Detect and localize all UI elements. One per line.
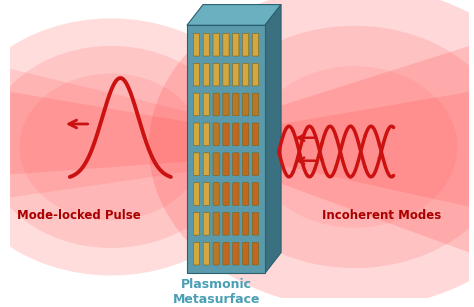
FancyBboxPatch shape [252,183,259,205]
FancyBboxPatch shape [252,33,259,56]
Polygon shape [265,5,281,273]
FancyBboxPatch shape [213,93,219,116]
FancyBboxPatch shape [203,93,210,116]
FancyBboxPatch shape [203,243,210,265]
Polygon shape [10,69,201,197]
FancyBboxPatch shape [252,93,259,116]
Ellipse shape [252,66,457,228]
FancyBboxPatch shape [252,123,259,146]
FancyBboxPatch shape [243,243,249,265]
FancyBboxPatch shape [243,153,249,175]
Ellipse shape [0,18,272,275]
FancyBboxPatch shape [203,183,210,205]
FancyBboxPatch shape [223,183,229,205]
FancyBboxPatch shape [213,183,219,205]
FancyBboxPatch shape [193,93,200,116]
FancyBboxPatch shape [193,212,200,235]
FancyBboxPatch shape [203,212,210,235]
FancyBboxPatch shape [243,33,249,56]
FancyBboxPatch shape [233,123,239,146]
FancyBboxPatch shape [243,63,249,86]
FancyBboxPatch shape [233,153,239,175]
FancyBboxPatch shape [223,212,229,235]
FancyBboxPatch shape [193,33,200,56]
FancyBboxPatch shape [193,183,200,205]
FancyBboxPatch shape [243,123,249,146]
FancyBboxPatch shape [243,212,249,235]
Ellipse shape [19,73,203,220]
FancyBboxPatch shape [213,153,219,175]
Polygon shape [281,92,469,207]
FancyBboxPatch shape [233,33,239,56]
FancyBboxPatch shape [193,153,200,175]
FancyBboxPatch shape [203,153,210,175]
Polygon shape [10,92,201,174]
FancyBboxPatch shape [213,243,219,265]
Text: Plasmonic
Metasurface: Plasmonic Metasurface [173,278,261,305]
FancyBboxPatch shape [223,93,229,116]
Polygon shape [187,25,265,273]
FancyBboxPatch shape [193,63,200,86]
FancyBboxPatch shape [203,63,210,86]
FancyBboxPatch shape [203,123,210,146]
FancyBboxPatch shape [193,123,200,146]
FancyBboxPatch shape [223,153,229,175]
FancyBboxPatch shape [213,212,219,235]
FancyBboxPatch shape [213,33,219,56]
FancyBboxPatch shape [243,183,249,205]
FancyBboxPatch shape [223,243,229,265]
FancyBboxPatch shape [243,93,249,116]
Ellipse shape [200,26,474,268]
Ellipse shape [149,0,474,307]
Polygon shape [281,46,469,253]
FancyBboxPatch shape [223,63,229,86]
FancyBboxPatch shape [223,123,229,146]
FancyBboxPatch shape [223,33,229,56]
FancyBboxPatch shape [213,123,219,146]
FancyBboxPatch shape [233,212,239,235]
Ellipse shape [0,46,237,248]
FancyBboxPatch shape [252,153,259,175]
Polygon shape [187,5,281,25]
FancyBboxPatch shape [193,243,200,265]
FancyBboxPatch shape [252,243,259,265]
Text: Incoherent Modes: Incoherent Modes [322,209,442,222]
FancyBboxPatch shape [203,33,210,56]
FancyBboxPatch shape [213,63,219,86]
FancyBboxPatch shape [252,63,259,86]
FancyBboxPatch shape [233,243,239,265]
FancyBboxPatch shape [252,212,259,235]
Text: Mode-locked Pulse: Mode-locked Pulse [17,209,141,222]
FancyBboxPatch shape [233,93,239,116]
FancyBboxPatch shape [233,183,239,205]
FancyBboxPatch shape [233,63,239,86]
